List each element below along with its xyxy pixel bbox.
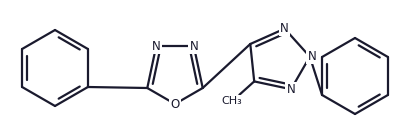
Text: CH₃: CH₃: [222, 96, 242, 106]
Text: N: N: [287, 83, 295, 96]
Text: N: N: [152, 40, 160, 53]
Text: N: N: [190, 40, 198, 53]
Text: N: N: [280, 22, 289, 35]
Text: O: O: [171, 98, 180, 110]
Text: N: N: [307, 50, 316, 63]
